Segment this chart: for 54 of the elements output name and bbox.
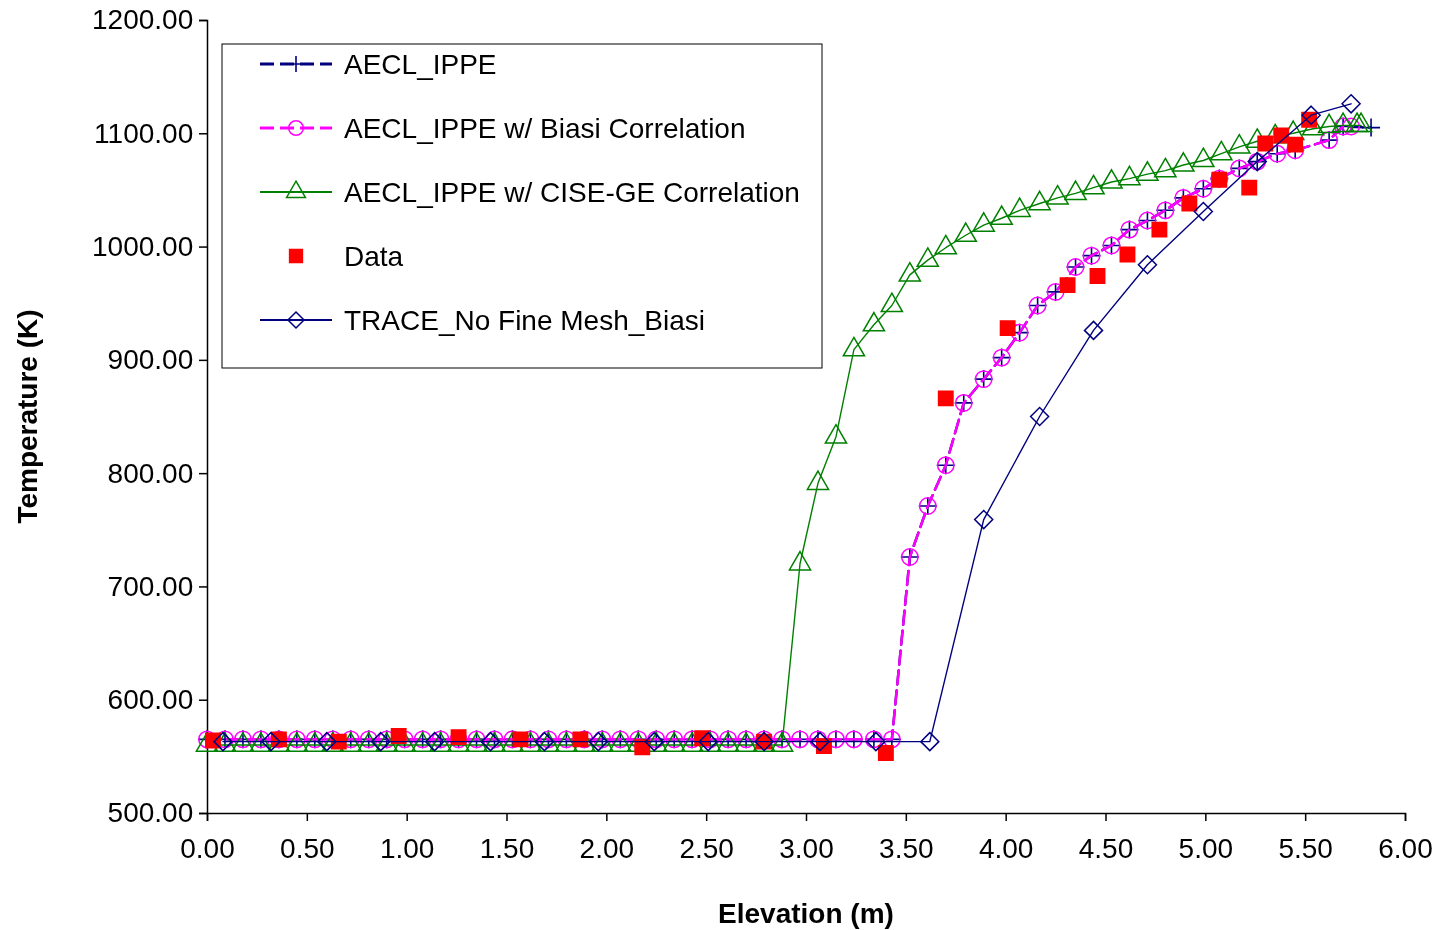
legend-label: TRACE_No Fine Mesh_Biasi (344, 305, 706, 336)
legend-label: AECL_IPPE w/ CISE-GE Correlation (344, 177, 800, 208)
point (1059, 277, 1076, 294)
point (937, 390, 954, 407)
x-tick-label: 1.50 (479, 832, 535, 864)
point (370, 731, 391, 752)
point (1257, 135, 1274, 152)
point (1341, 94, 1361, 114)
y-tick-label: 800.00 (107, 457, 194, 489)
point (261, 731, 281, 752)
point (973, 509, 994, 530)
x-tick-label: 5.00 (1178, 832, 1234, 864)
point (877, 745, 894, 761)
x-tick-label: 6.00 (1378, 832, 1433, 864)
x-tick-label: 2.50 (679, 832, 734, 864)
x-tick-label: 5.50 (1278, 832, 1333, 864)
x-tick-label: 0.00 (180, 832, 235, 864)
point (920, 731, 940, 752)
point (424, 731, 445, 752)
x-tick-label: 3.00 (779, 832, 834, 864)
y-tick-label: 1000.00 (91, 231, 194, 263)
point (534, 731, 555, 752)
y-tick-label: 900.00 (107, 344, 194, 376)
point (1029, 406, 1050, 427)
x-tick-label: 2.00 (579, 832, 635, 864)
x-axis-title: Elevation (m) (718, 898, 894, 929)
x-tick-label: 0.50 (280, 832, 335, 864)
y-axis-title: Temperature (K) (12, 309, 43, 524)
point (999, 320, 1016, 337)
x-tick-label: 3.50 (879, 832, 934, 864)
point (1151, 221, 1168, 238)
point (1181, 195, 1198, 212)
point (480, 731, 501, 752)
point (1193, 201, 1214, 222)
point (1241, 179, 1258, 196)
point (588, 731, 609, 752)
x-tick-label: 4.00 (978, 832, 1034, 864)
point (1301, 105, 1321, 125)
point (1083, 320, 1104, 341)
point (1089, 268, 1106, 284)
legend-label: AECL_IPPE w/ Biasi Correlation (344, 113, 746, 144)
y-tick-label: 1100.00 (94, 117, 194, 149)
y-tick-label: 500.00 (107, 797, 194, 829)
x-tick-label: 4.50 (1078, 832, 1134, 864)
x-tick-label: 1.00 (379, 832, 435, 864)
point (1119, 246, 1136, 263)
point (1287, 136, 1304, 153)
legend-label: AECL_IPPE (344, 49, 497, 80)
y-tick-label: 700.00 (107, 570, 194, 602)
point (317, 731, 337, 752)
y-tick-label: 600.00 (107, 684, 194, 716)
y-tick-label: 1200.00 (91, 4, 194, 36)
point (1137, 254, 1158, 275)
legend-label: Data (344, 241, 404, 272)
